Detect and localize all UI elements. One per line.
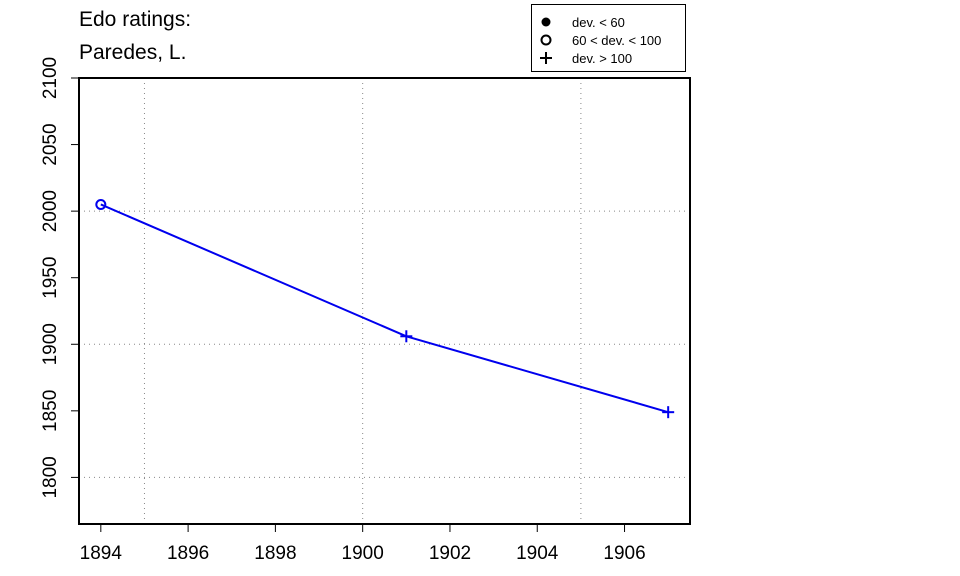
chart-title-line-2: Paredes, L. (79, 41, 187, 64)
legend: dev. < 60 60 < dev. < 100 dev. > 100 (531, 4, 686, 72)
x-tick-label: 1906 (603, 543, 645, 564)
legend-label: dev. > 100 (572, 51, 633, 66)
legend-label: 60 < dev. < 100 (572, 33, 662, 48)
legend-label: dev. < 60 (572, 15, 625, 30)
data-point-open-circle (95, 198, 107, 210)
open-circle-icon (540, 34, 552, 46)
x-tick-label: 1896 (167, 543, 209, 564)
y-tick-label: 2100 (40, 57, 61, 99)
x-tick-label: 1902 (429, 543, 471, 564)
filled-circle-icon (541, 17, 551, 27)
x-tick-label: 1900 (342, 543, 384, 564)
legend-item-low-dev: dev. < 60 (532, 14, 685, 32)
legend-item-high-dev: dev. > 100 (532, 50, 685, 68)
y-tick-label: 1850 (40, 390, 61, 432)
series-line (100, 203, 669, 414)
plot-frame (78, 77, 691, 525)
axes: 1894 1896 1898 1900 1902 1904 1906 1800 1850 1900… (40, 57, 646, 564)
y-tick-label: 1900 (40, 323, 61, 365)
data-point-plus (662, 406, 675, 419)
grid-lines (79, 78, 690, 524)
x-tick-label: 1894 (80, 543, 123, 564)
y-tick-label: 2000 (40, 190, 61, 232)
y-tick-label: 1950 (40, 257, 61, 299)
chart-title-line-1: Edo ratings: (79, 8, 192, 31)
legend-item-mid-dev: 60 < dev. < 100 (532, 32, 685, 50)
data-point-plus (400, 330, 413, 343)
y-tick-label: 1800 (40, 456, 61, 498)
y-tick-label: 2050 (40, 123, 61, 165)
plus-icon (540, 52, 552, 64)
x-tick-label: 1904 (516, 543, 559, 564)
x-tick-label: 1898 (254, 543, 296, 564)
series-rating (95, 198, 675, 419)
